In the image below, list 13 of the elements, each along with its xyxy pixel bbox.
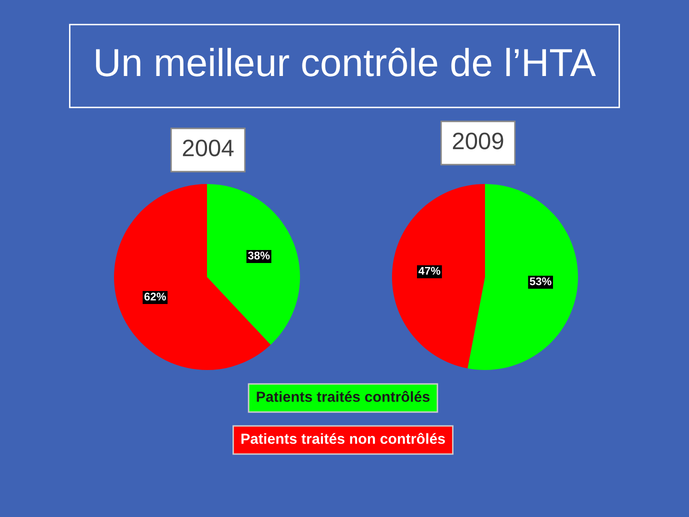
slice-label: Patients traités non contrôlés	[241, 432, 445, 444]
data-label: 53%	[530, 277, 552, 286]
pie-slice	[114, 184, 271, 370]
pie-slice	[207, 184, 300, 345]
data-label: 47%	[418, 266, 440, 275]
pie-slice	[468, 184, 578, 370]
chart-title: 2004	[182, 140, 234, 156]
pie-slice	[392, 184, 485, 368]
data-label: 38%	[248, 252, 270, 260]
text: Un meilleur contrôle de l’HTA	[96, 48, 596, 76]
chart-title: 2009	[452, 132, 504, 150]
data-label: 62%	[144, 292, 166, 301]
slice-label: Patients traités contrôlés	[256, 390, 430, 402]
